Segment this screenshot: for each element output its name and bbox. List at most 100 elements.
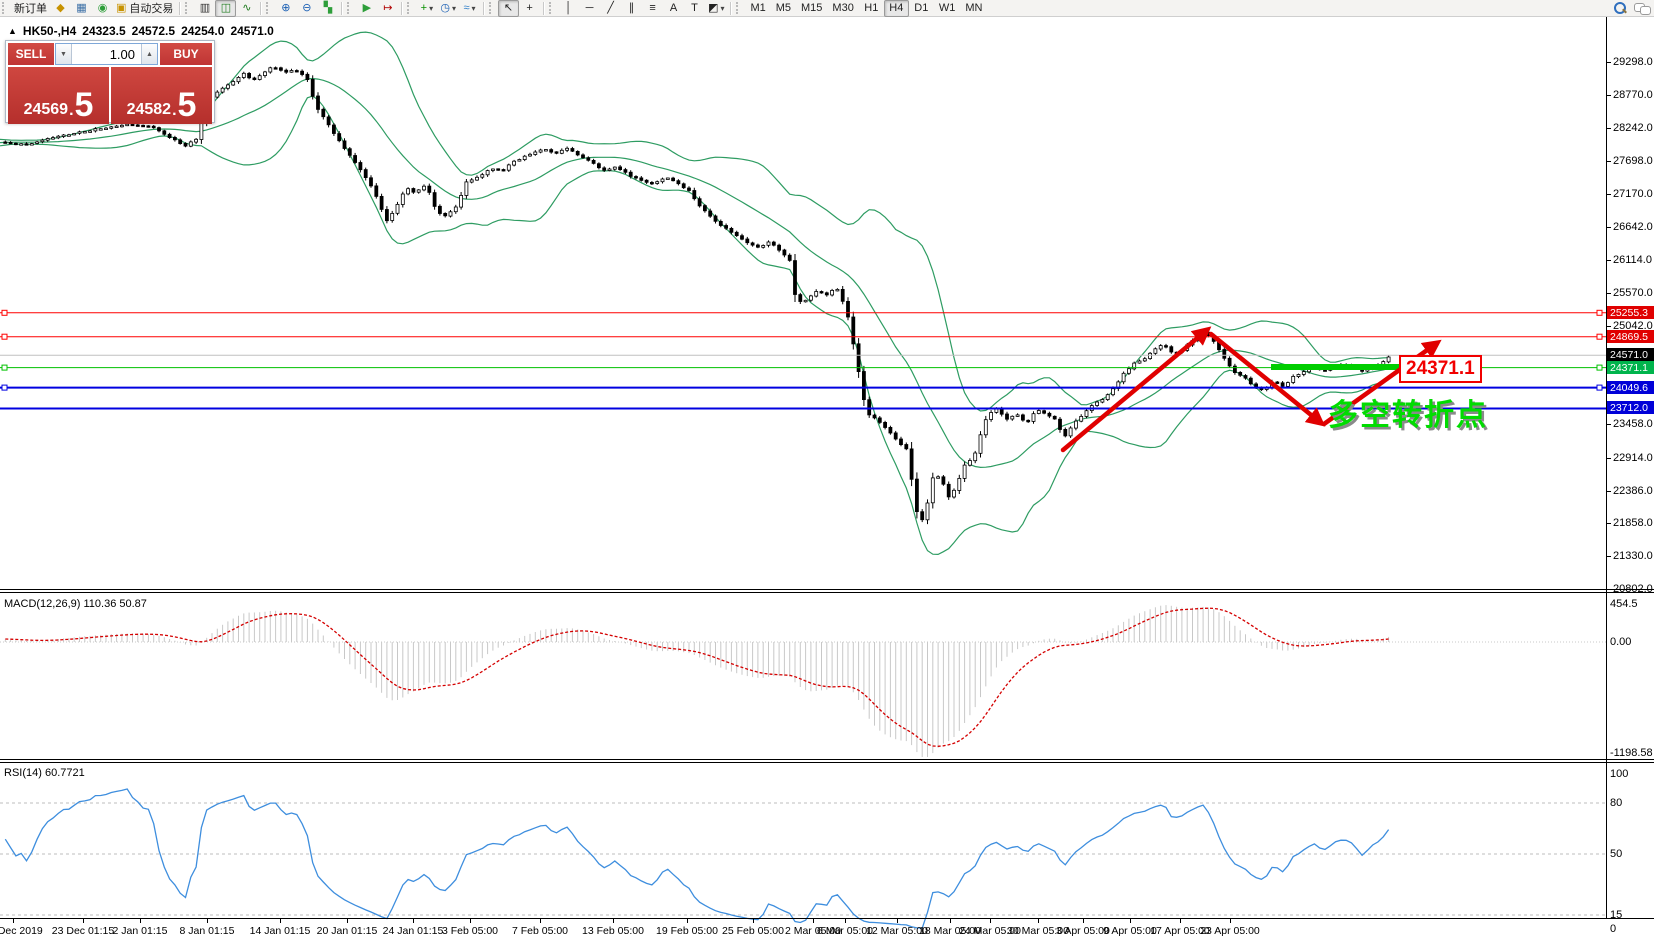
shapes-icon-dropdown[interactable]: ▾	[720, 3, 725, 13]
autotrading-button-label: 自动交易	[129, 3, 174, 15]
time-tick-mark	[613, 919, 614, 923]
chart-shift-icon[interactable]: ↦	[377, 0, 398, 17]
price-tick-mark	[1606, 523, 1611, 524]
equidistant-channel-icon[interactable]: ∥	[621, 0, 642, 17]
chat-icon[interactable]	[1634, 2, 1651, 15]
price-badge: 24049.6	[1607, 381, 1654, 394]
indicators-icon[interactable]: + ▾	[416, 0, 437, 17]
timeframe-h4[interactable]: H4	[883, 0, 909, 17]
price-tick-mark	[1606, 161, 1611, 162]
rsi-canvas[interactable]	[0, 763, 1606, 935]
chart-area[interactable]: ▲ HK50-,H4 24323.5 24572.5 24254.0 24571…	[0, 17, 1654, 944]
timeframe-m1[interactable]: M1	[745, 0, 770, 17]
indicators-icon-dropdown[interactable]: ▾	[429, 3, 434, 13]
time-tick-mark	[1180, 919, 1181, 923]
trendline-icon[interactable]: ╱	[600, 0, 621, 17]
tile-windows-icon[interactable]: ▚	[317, 0, 338, 17]
sell-price-dot: .	[69, 102, 74, 119]
text-icon[interactable]: A	[663, 0, 684, 17]
collapse-arrow-icon[interactable]: ▲	[8, 26, 17, 36]
timeframe-m5[interactable]: M5	[771, 0, 796, 17]
vertical-line-icon[interactable]: │	[558, 0, 579, 17]
shapes-icon[interactable]: ◩ ▾	[705, 0, 727, 17]
macd-panel-separator[interactable]	[0, 589, 1654, 593]
time-tick-label: 17 Dec 2019	[0, 925, 43, 937]
timeframe-m30[interactable]: M30	[827, 0, 858, 17]
buy-price-button[interactable]: 24582. 5	[111, 67, 212, 124]
price-tick-label: 25042.0	[1613, 320, 1653, 332]
rsi-panel-separator[interactable]	[0, 759, 1654, 763]
price-tick-mark	[1606, 293, 1611, 294]
text-label-icon[interactable]: T	[684, 0, 705, 17]
buy-price-dot: .	[172, 102, 177, 119]
time-tick-mark	[1038, 919, 1039, 923]
line-handle	[1, 364, 8, 371]
timeframe-m5-label: M5	[775, 2, 792, 14]
periods-icon[interactable]: ◷ ▾	[437, 0, 459, 17]
ohlc-close: 24571.0	[230, 24, 274, 38]
cursor-icon[interactable]: ↖	[498, 0, 520, 17]
candlestick-chart-icon[interactable]: ◫	[215, 0, 237, 17]
data-window-icon: ▦	[76, 1, 87, 14]
price-tick-label: 22386.0	[1613, 485, 1653, 497]
fibonacci-icon[interactable]: ≡	[642, 0, 663, 17]
macd-canvas[interactable]	[0, 593, 1606, 759]
line-handle	[1596, 384, 1603, 391]
timeframe-d1[interactable]: D1	[909, 0, 934, 17]
time-tick-mark	[1130, 919, 1131, 923]
autotrading-button[interactable]: ▣ 自动交易	[113, 0, 176, 17]
templates-icon: ≈	[463, 1, 470, 14]
macd-scale-label: -1198.58	[1610, 747, 1653, 759]
periods-icon-dropdown[interactable]: ▾	[452, 3, 457, 13]
navigator-icon[interactable]: ◉	[92, 0, 113, 17]
zoom-out-icon[interactable]: ⊖	[296, 0, 317, 17]
price-badge: 25255.3	[1607, 306, 1654, 319]
buy-button[interactable]: BUY	[160, 43, 212, 65]
price-tick-label: 20802.0	[1613, 583, 1653, 595]
new-order-button[interactable]: 新订单	[11, 0, 50, 17]
timeframe-mn[interactable]: MN	[960, 0, 987, 17]
price-annotation-label[interactable]: 24371.1	[1399, 355, 1482, 383]
text-label-icon: T	[691, 1, 698, 14]
horizontal-line-icon[interactable]: ─	[579, 0, 600, 17]
search-icon[interactable]	[1613, 1, 1627, 14]
navigator-icon: ◉	[97, 1, 108, 14]
rsi-scale-label: 50	[1610, 848, 1623, 860]
sell-price-button[interactable]: 24569. 5	[8, 67, 109, 124]
time-tick-mark	[13, 919, 14, 923]
one-click-trading-panel: SELL ▼ 1.00 ▲ BUY 24569. 5 24582. 5	[5, 40, 215, 124]
line-chart-icon[interactable]: ∿	[236, 0, 257, 17]
price-tick-mark	[1606, 326, 1611, 327]
sell-price-frac: 5	[74, 86, 94, 124]
market-watch-icon[interactable]: ◆	[50, 0, 71, 17]
bollinger-middle	[0, 77, 1389, 469]
sell-button[interactable]: SELL	[8, 43, 54, 65]
time-tick-label: 20 Jan 01:15	[316, 925, 378, 937]
data-window-icon[interactable]: ▦	[71, 0, 92, 17]
templates-icon[interactable]: ≈ ▾	[459, 0, 480, 17]
macd-label: MACD(12,26,9) 110.36 50.87	[4, 598, 147, 610]
volume-value[interactable]: 1.00	[109, 46, 135, 62]
timeframe-mn-label: MN	[965, 2, 983, 14]
volume-stepper: ▼ 1.00 ▲	[55, 43, 158, 65]
timeframe-m15[interactable]: M15	[796, 0, 827, 17]
equidistant-channel-icon: ∥	[628, 1, 635, 14]
price-tick-mark	[1606, 62, 1611, 63]
templates-icon-dropdown[interactable]: ▾	[471, 3, 476, 13]
crosshair-icon[interactable]: +	[519, 0, 540, 17]
volume-decrease-button[interactable]: ▼	[56, 44, 72, 64]
zoom-in-icon[interactable]: ⊕	[275, 0, 296, 17]
bar-chart-icon[interactable]: ▥	[194, 0, 215, 17]
auto-scroll-icon[interactable]: ▶	[356, 0, 377, 17]
toolbar-separator	[543, 1, 545, 15]
price-badge: 24371.1	[1607, 361, 1654, 374]
timeframe-h1[interactable]: H1	[859, 0, 884, 17]
bar-chart-icon: ▥	[199, 1, 211, 14]
price-chart-canvas[interactable]	[0, 17, 1606, 589]
time-tick-label: 25 Feb 05:00	[722, 925, 784, 937]
timeframe-w1[interactable]: W1	[934, 0, 961, 17]
volume-increase-button[interactable]: ▲	[141, 44, 157, 64]
turning-point-note[interactable]: 多空转折点	[1328, 399, 1488, 432]
time-tick-mark	[347, 919, 348, 923]
time-tick-label: 19 Feb 05:00	[656, 925, 718, 937]
